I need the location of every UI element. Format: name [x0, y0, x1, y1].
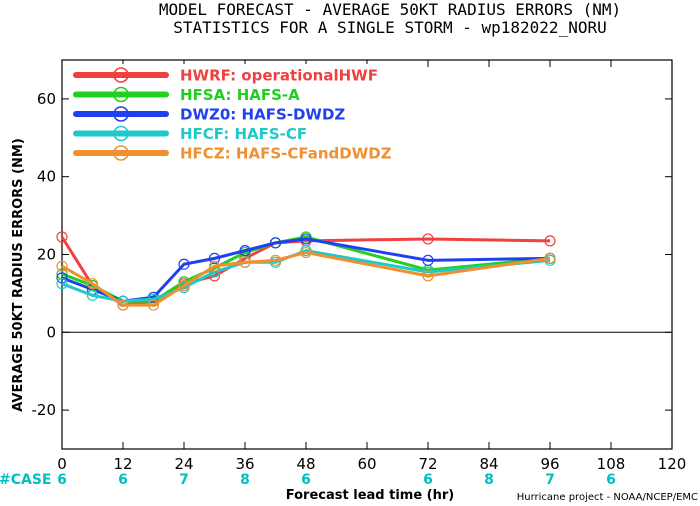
data-point	[208, 260, 221, 272]
series-layer	[56, 231, 556, 311]
case-count: 6	[57, 472, 67, 488]
x-axis: 0 12 24 36 48 60 72 84 96 108 120	[57, 60, 686, 473]
x-tick-label: 48	[296, 455, 315, 473]
data-point	[56, 272, 68, 284]
series-hfcf	[56, 245, 556, 307]
legend-item-hfcz: HFCZ: HAFS-CFandDWDZ	[73, 145, 392, 163]
data-point	[86, 278, 99, 290]
legend-marker	[113, 67, 129, 83]
x-tick-label: 12	[113, 455, 132, 473]
case-count: 7	[545, 472, 555, 488]
data-point	[239, 245, 251, 257]
data-point	[422, 270, 434, 282]
data-point	[56, 231, 68, 243]
series-line	[61, 251, 551, 307]
x-tick-label: 36	[235, 455, 254, 473]
x-tick-label: 84	[479, 455, 498, 473]
legend-label: HFCF: HAFS-CF	[180, 125, 307, 143]
case-count: 6	[301, 472, 311, 488]
legend-label: HWRF: operationalHWF	[180, 67, 378, 85]
x-tick-label: 72	[418, 455, 437, 473]
series-hfcz	[56, 246, 556, 311]
chart-title-line2: STATISTICS FOR A SINGLE STORM - wp182022…	[173, 18, 606, 37]
legend-marker	[113, 86, 129, 103]
data-point	[422, 233, 434, 245]
data-point	[178, 280, 190, 292]
legend-marker	[113, 106, 129, 122]
data-point	[208, 252, 221, 264]
legend-marker	[113, 145, 129, 161]
y-tick-label: 20	[37, 246, 56, 264]
case-counts: 6 6 7 8 6 6 8 7 6	[57, 472, 616, 488]
data-point	[422, 254, 434, 266]
data-point	[147, 299, 160, 311]
x-tick-label: 0	[57, 455, 67, 473]
y-tick-label: 40	[37, 168, 56, 186]
y-axis: -20 0 20 40 60	[32, 90, 672, 419]
data-point	[269, 254, 282, 266]
chart-title-line1: MODEL FORECAST - AVERAGE 50KT RADIUS ERR…	[159, 0, 621, 19]
y-tick-label: -20	[32, 401, 57, 419]
legend-item-dwz0: DWZ0: HAFS-DWDZ	[73, 106, 345, 124]
case-count: 7	[179, 472, 189, 488]
x-tick-label: 24	[174, 455, 193, 473]
legend-item-hfcf: HFCF: HAFS-CF	[73, 125, 307, 143]
data-point	[117, 299, 129, 311]
case-label: #CASE	[0, 472, 52, 488]
data-point	[300, 246, 312, 259]
legend-label: DWZ0: HAFS-DWDZ	[180, 106, 345, 124]
case-count: 6	[423, 472, 433, 488]
data-point	[544, 252, 556, 264]
legend-marker	[113, 125, 129, 142]
credit-text: Hurricane project - NOAA/NCEP/EMC	[517, 492, 698, 503]
legend-item-hwrf: HWRF: operationalHWF	[73, 67, 378, 85]
case-count: 6	[118, 472, 128, 488]
case-count: 6	[606, 472, 616, 488]
data-point	[544, 235, 556, 247]
case-count: 8	[240, 472, 250, 488]
data-point	[239, 256, 251, 268]
y-tick-label: 0	[46, 323, 56, 341]
y-tick-label: 60	[37, 90, 56, 108]
data-point	[56, 260, 68, 272]
series-dwz0	[56, 233, 556, 307]
x-tick-label: 96	[540, 455, 559, 473]
data-point	[86, 289, 99, 301]
case-count: 8	[484, 472, 494, 488]
legend-label: HFSA: HAFS-A	[180, 86, 300, 104]
data-point	[178, 258, 190, 270]
data-point	[300, 233, 312, 245]
legend-label: HFCZ: HAFS-CFandDWDZ	[180, 145, 392, 163]
legend-item-hfsa: HFSA: HAFS-A	[73, 86, 300, 104]
x-tick-label: 108	[597, 455, 626, 473]
x-tick-label: 60	[357, 455, 376, 473]
y-axis-label: AVERAGE 50KT RADIUS ERRORS (NM)	[11, 138, 26, 412]
data-point	[269, 237, 282, 249]
x-tick-label: 120	[658, 455, 687, 473]
data-point	[56, 278, 68, 290]
x-axis-label: Forecast lead time (hr)	[286, 488, 454, 503]
